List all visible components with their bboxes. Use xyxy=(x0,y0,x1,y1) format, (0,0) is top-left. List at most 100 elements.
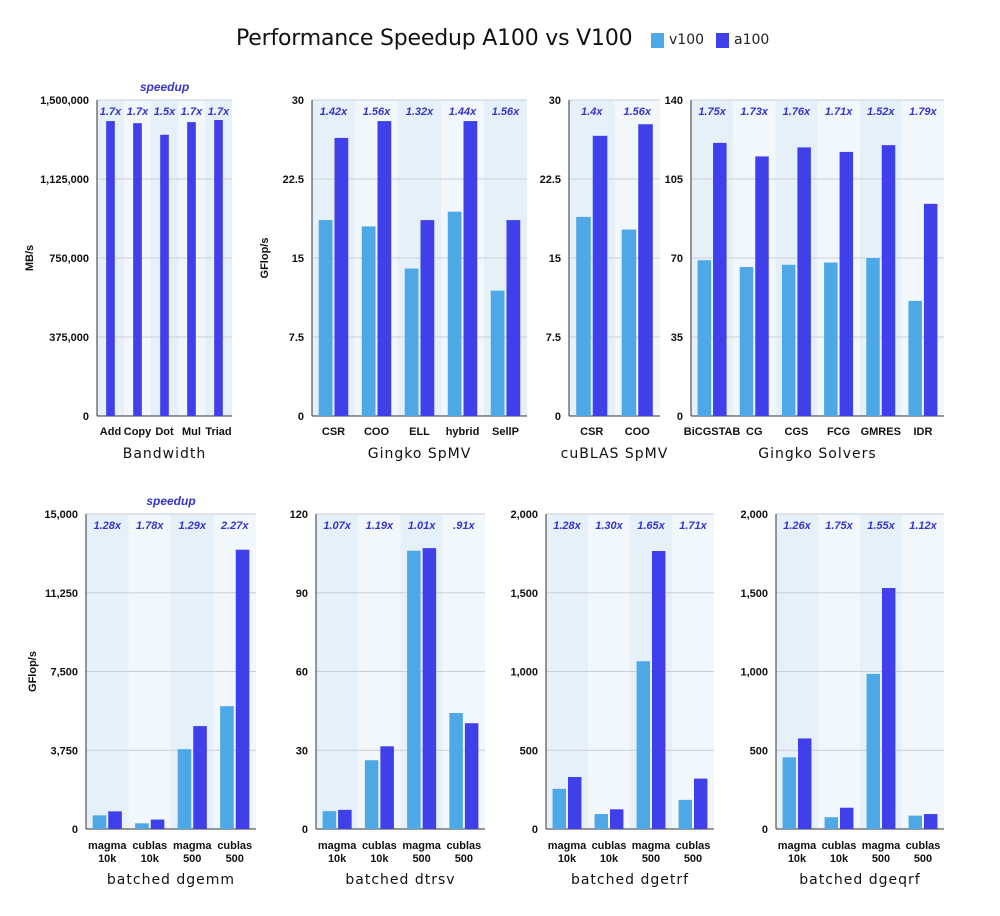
bar-v100 xyxy=(824,817,838,829)
bar-v100 xyxy=(361,226,376,416)
x-category-label: cublas xyxy=(592,840,627,852)
x-category-label: SellP xyxy=(492,426,519,438)
y-tick-label: 0 xyxy=(762,824,768,836)
speedup-label: 1.28x xyxy=(93,520,121,532)
x-category-label: Mul xyxy=(182,426,201,438)
legend-label-a100: a100 xyxy=(734,32,770,48)
speedup-label: 1.5x xyxy=(154,106,176,118)
bar-a100 xyxy=(797,147,811,416)
speedup-label: 1.71x xyxy=(679,520,707,532)
bar-a100 xyxy=(187,122,196,417)
bar-a100 xyxy=(235,549,250,829)
y-axis-title: GFlop/s xyxy=(27,651,39,692)
x-category-label: cublas xyxy=(362,840,397,852)
bar-a100 xyxy=(422,548,437,829)
bar-v100 xyxy=(908,300,922,416)
y-tick-label: 500 xyxy=(520,745,538,757)
x-category-label: CG xyxy=(746,426,763,438)
speedup-label: 1.7x xyxy=(208,106,230,118)
speedup-label: 1.4x xyxy=(581,106,603,118)
speedup-label: 1.12x xyxy=(909,520,937,532)
x-category-label: 500 xyxy=(455,853,473,865)
x-axis-title: Gingko SpMV xyxy=(368,446,472,462)
y-tick-label: 90 xyxy=(296,588,308,600)
bar-v100 xyxy=(576,216,591,416)
y-axis-title: GFlop/s xyxy=(259,238,271,279)
y-tick-label: 500 xyxy=(750,745,768,757)
x-category-label: 500 xyxy=(684,853,702,865)
speedup-label: 1.79x xyxy=(909,106,937,118)
speedup-label: 1.73x xyxy=(740,106,768,118)
legend-swatch-v100 xyxy=(651,33,664,48)
x-category-label: 10k xyxy=(830,853,849,865)
y-tick-label: 30 xyxy=(296,745,308,757)
speedup-label: 1.56x xyxy=(492,106,520,118)
x-category-label: COO xyxy=(625,426,651,438)
bar-a100 xyxy=(150,819,165,829)
bar-v100 xyxy=(636,661,650,829)
speedup-label: 1.75x xyxy=(698,106,726,118)
y-tick-label: 7.5 xyxy=(289,332,304,344)
x-axis-title: cuBLAS SpMV xyxy=(561,446,669,462)
x-category-label: cublas xyxy=(822,840,857,852)
x-category-label: cublas xyxy=(132,840,167,852)
chart-panel-5 xyxy=(315,513,485,830)
speedup-label: 2.27x xyxy=(220,520,249,532)
bar-a100 xyxy=(694,778,708,829)
bar-v100 xyxy=(621,229,637,416)
bar-a100 xyxy=(377,121,392,417)
x-category-label: magma xyxy=(88,840,127,852)
y-tick-label: 22.5 xyxy=(540,174,561,186)
y-tick-label: 0 xyxy=(677,411,683,423)
bar-v100 xyxy=(404,268,419,416)
speedup-label: 1.19x xyxy=(366,520,394,532)
y-tick-label: 22.5 xyxy=(283,174,304,186)
x-category-label: CSR xyxy=(322,426,345,438)
speedup-label: 1.7x xyxy=(100,106,122,118)
y-tick-label: 15 xyxy=(292,253,304,265)
x-category-label: Dot xyxy=(155,426,174,438)
speedup-label: 1.65x xyxy=(637,520,665,532)
x-axis-title: Gingko Solvers xyxy=(758,446,876,462)
bar-a100 xyxy=(193,726,207,829)
x-category-label: IDR xyxy=(913,426,932,438)
x-category-label: magma xyxy=(318,840,357,852)
bar-a100 xyxy=(380,746,394,829)
x-category-label: 500 xyxy=(183,853,201,865)
speedup-label: 1.28x xyxy=(553,520,581,532)
x-axis-title: Bandwidth xyxy=(123,446,207,462)
bar-v100 xyxy=(449,712,463,829)
y-tick-label: 60 xyxy=(296,667,308,679)
bar-a100 xyxy=(160,134,169,416)
y-tick-label: 1,125,000 xyxy=(40,174,89,186)
bar-a100 xyxy=(463,121,478,417)
x-category-label: COO xyxy=(364,426,390,438)
x-axis-title: batched dgemm xyxy=(107,872,235,888)
y-tick-label: 1,000 xyxy=(510,667,538,679)
x-category-label: 500 xyxy=(642,853,660,865)
y-tick-label: 140 xyxy=(665,95,683,107)
chart-panel-2 xyxy=(568,99,660,417)
y-tick-label: 2,000 xyxy=(740,509,768,521)
bar-a100 xyxy=(568,777,582,829)
x-category-label: BiCGSTAB xyxy=(684,426,741,438)
y-tick-label: 30 xyxy=(549,95,561,107)
bar-a100 xyxy=(133,123,142,416)
y-tick-label: 15,000 xyxy=(44,509,78,521)
bar-v100 xyxy=(782,757,796,829)
y-tick-label: 1,500 xyxy=(510,588,538,600)
y-tick-label: 11,250 xyxy=(45,588,78,600)
speedup-label: 1.26x xyxy=(783,520,811,532)
bar-v100 xyxy=(364,760,379,829)
speedup-label: 1.7x xyxy=(181,106,203,118)
y-tick-label: 7,500 xyxy=(50,667,78,679)
x-axis-title: batched dgeqrf xyxy=(799,872,921,888)
bar-v100 xyxy=(866,673,880,829)
y-tick-label: 0 xyxy=(555,411,561,423)
speedup-label: 1.42x xyxy=(320,106,348,118)
bar-v100 xyxy=(908,815,922,829)
bar-v100 xyxy=(824,262,838,416)
legend-label-v100: v100 xyxy=(669,32,705,48)
y-tick-label: 15 xyxy=(549,253,561,265)
